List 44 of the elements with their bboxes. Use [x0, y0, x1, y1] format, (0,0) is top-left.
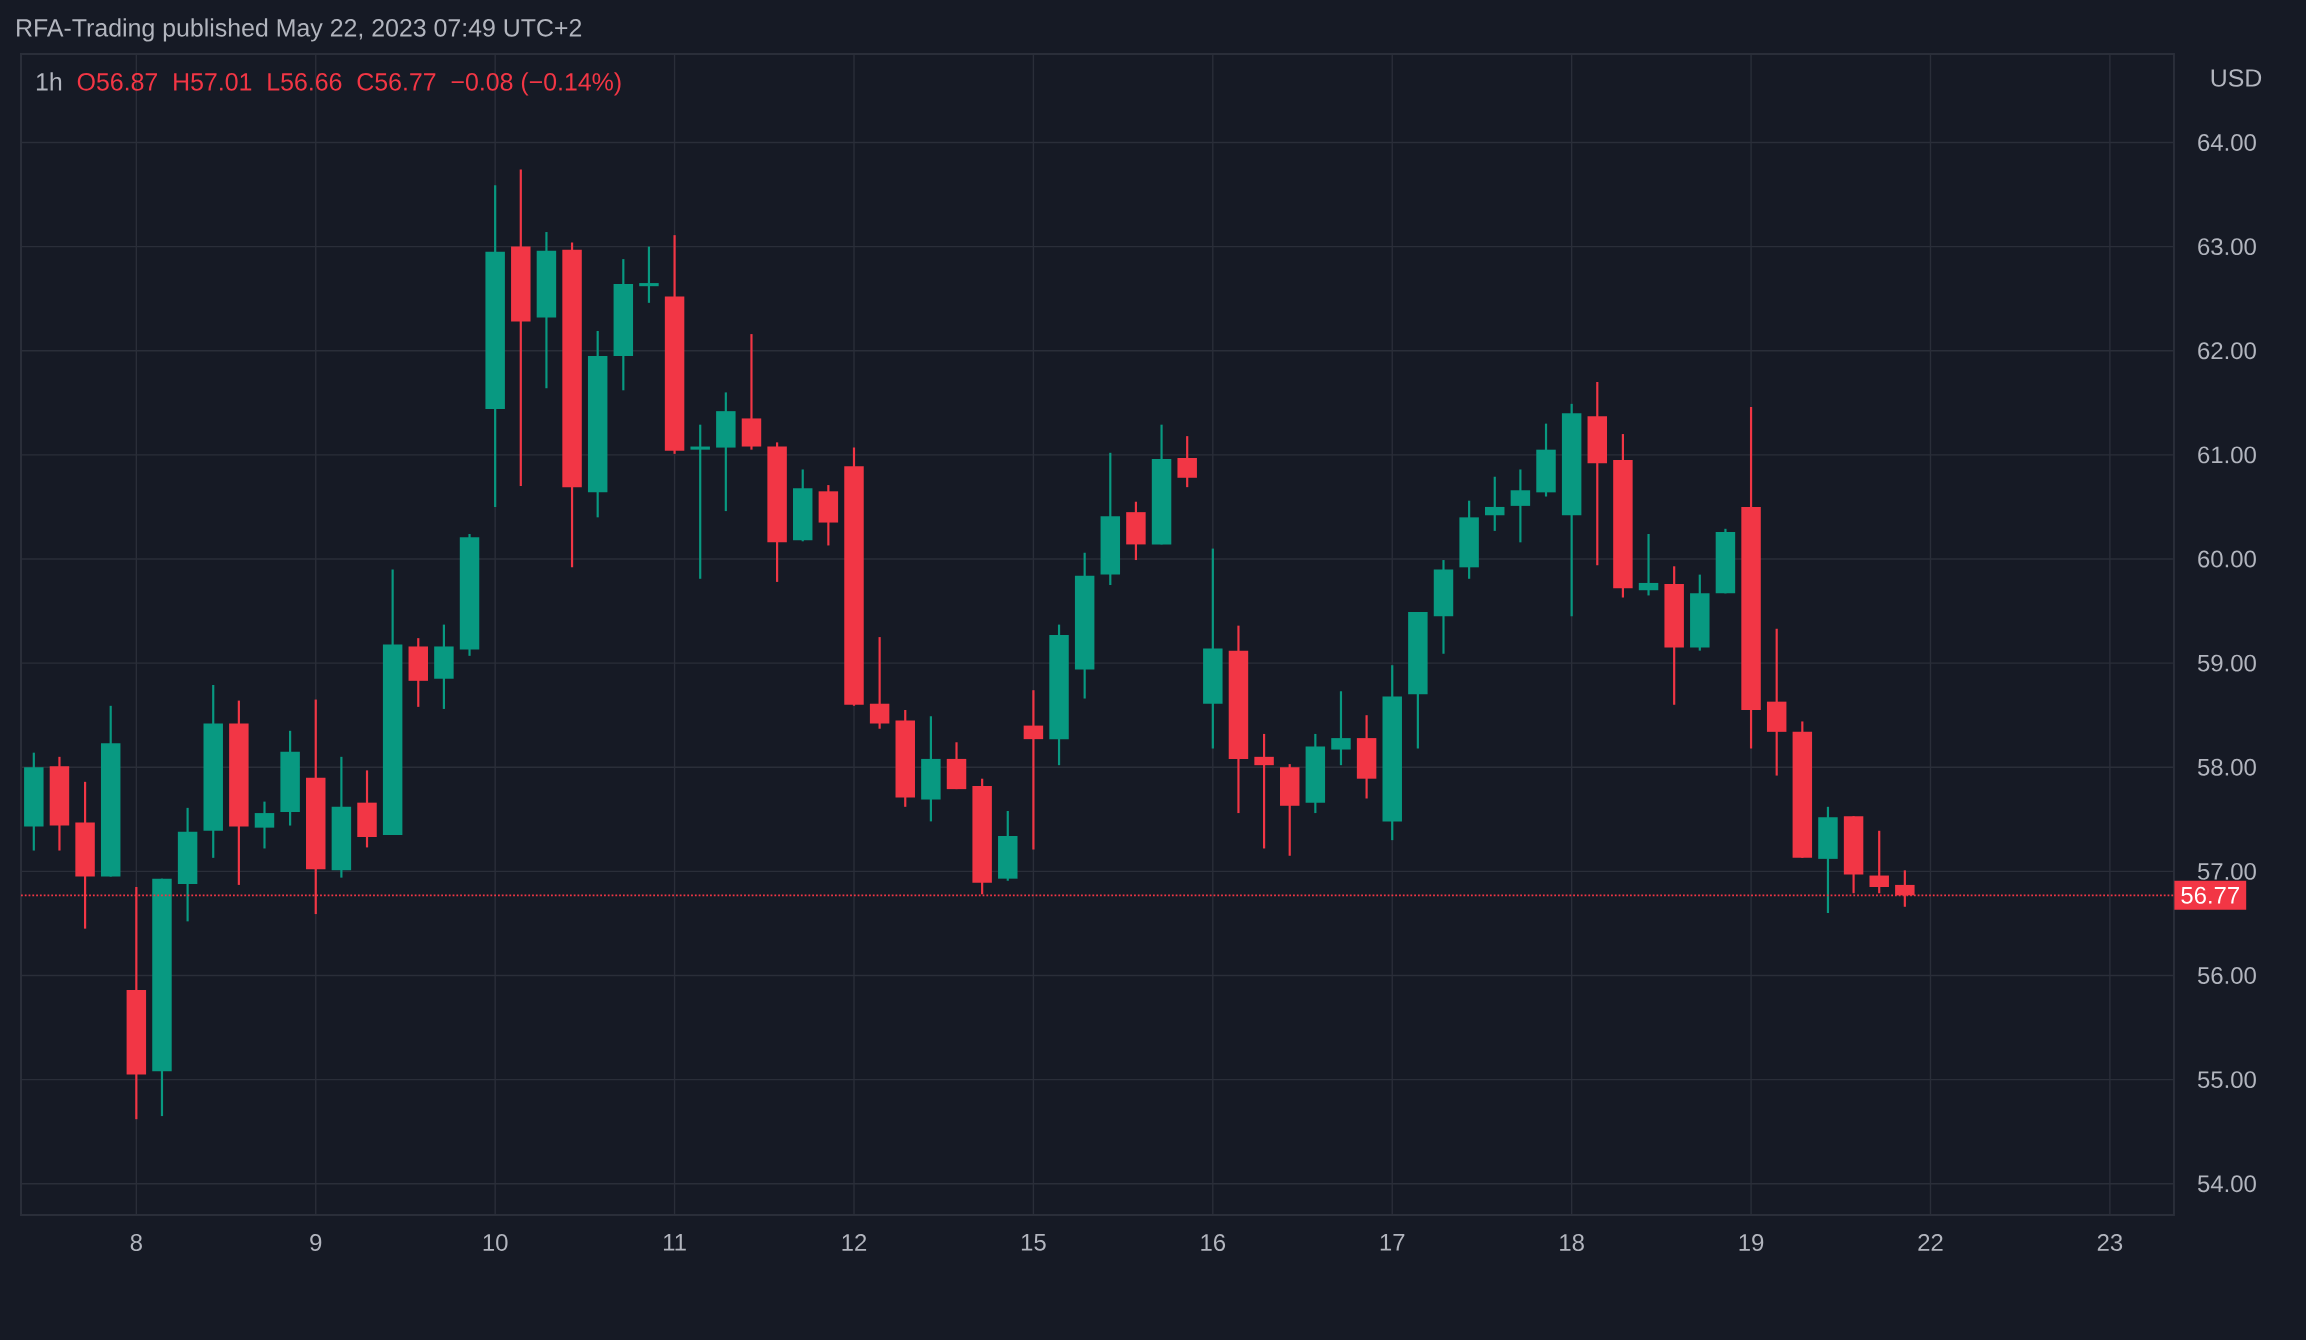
candlestick — [1869, 829, 1889, 895]
ref-line-label: 56.77 — [2181, 886, 2239, 904]
candlestick — [869, 635, 890, 730]
candlestick — [690, 423, 710, 580]
candlestick — [1254, 732, 1274, 850]
y-tick-label: 55.00 — [2197, 1071, 2256, 1089]
annotation: H57.01 — [174, 73, 252, 91]
candlestick — [254, 800, 275, 850]
y-tick-label: 56.00 — [2197, 967, 2256, 984]
x-tick-label: 11 — [663, 1234, 686, 1251]
x-tick-label: 8 — [130, 1234, 142, 1251]
y-tick-label: 62.00 — [2198, 342, 2256, 360]
annotation: C56.77 — [357, 73, 436, 91]
candlestick — [1510, 468, 1531, 544]
y-tick-label: 61.00 — [2198, 446, 2256, 464]
candlestick — [1485, 475, 1505, 532]
candlestick — [639, 245, 659, 304]
x-tick-label: 22 — [1918, 1234, 1943, 1251]
y-tick-label: 54.00 — [2197, 1175, 2256, 1193]
y-axis-title: USD — [2211, 69, 2262, 87]
y-tick-label: 63.00 — [2198, 238, 2256, 256]
y-tick-label: 57.00 — [2197, 862, 2256, 880]
text: 1h — [36, 72, 62, 91]
candlestick — [1638, 532, 1659, 597]
candlestick — [1177, 435, 1197, 489]
candlestick — [1331, 690, 1351, 767]
annotation: −0.08 (−0.14%) — [451, 72, 621, 96]
y-tick-label: 59.00 — [2197, 654, 2256, 672]
y-tick-label: 58.00 — [2197, 758, 2256, 776]
y-tick-label: 60.00 — [2198, 550, 2256, 568]
x-tick-label: 9 — [310, 1234, 322, 1251]
x-tick-label: 18 — [1560, 1234, 1584, 1251]
x-tick-label: 16 — [1201, 1234, 1226, 1251]
annotation: O56.87 — [77, 73, 158, 91]
x-tick-label: 12 — [842, 1234, 867, 1251]
x-tick-label: 15 — [1021, 1234, 1046, 1251]
candlestick — [1023, 689, 1044, 851]
x-tick-label: 23 — [2097, 1234, 2123, 1251]
chart-title: RFA-Trading published May 22, 2023 07:49 UTC+2 — [17, 18, 582, 42]
x-tick-label: 17 — [1380, 1234, 1405, 1251]
annotation: L56.66 — [268, 73, 342, 91]
y-tick-label: 64.00 — [2198, 134, 2256, 151]
x-tick-label: 10 — [483, 1234, 508, 1251]
x-tick-label: 19 — [1739, 1234, 1764, 1251]
